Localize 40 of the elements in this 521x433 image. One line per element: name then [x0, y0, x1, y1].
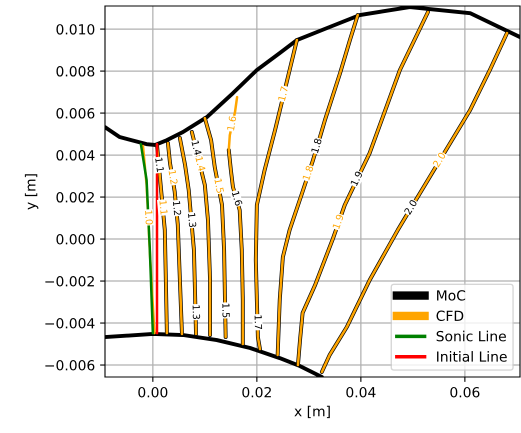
- legend-label: Sonic Line: [436, 330, 506, 342]
- annotation: 1.3: [188, 213, 196, 228]
- annotation: 1.1: [155, 158, 164, 172]
- annotation: 1.3: [192, 305, 200, 320]
- annotation: 1.8: [310, 138, 322, 154]
- annotation: 1.7: [278, 86, 288, 102]
- y-tick-label: 0.000: [56, 234, 94, 245]
- y-tick-label: 0.002: [56, 192, 94, 203]
- y-tick-label: −0.004: [45, 318, 94, 329]
- x-tick-label: 0.04: [346, 386, 376, 398]
- x-tick-label: 0.06: [450, 386, 480, 398]
- annotation: 2.0: [404, 199, 418, 216]
- annotation: 1.2: [172, 201, 182, 216]
- x-tick-label: 0.00: [138, 386, 168, 398]
- annotation: 1.4: [195, 156, 206, 172]
- y-tick-label: 0.008: [56, 66, 94, 77]
- x-tick-label: 0.02: [242, 386, 271, 398]
- y-tick-label: −0.006: [45, 360, 94, 371]
- x-axis-title: x [m]: [294, 406, 330, 418]
- annotation: 1.0: [145, 210, 154, 225]
- annotation: 1.9: [332, 214, 344, 230]
- legend-label: CFD: [436, 310, 464, 322]
- annotation: 1.2: [168, 170, 178, 184]
- y-tick-label: 0.004: [56, 150, 94, 161]
- y-tick-label: −0.002: [45, 276, 94, 287]
- annotation: 1.5: [214, 178, 224, 194]
- annotation: 1.4: [192, 140, 202, 156]
- annotation: 1.7: [254, 315, 262, 330]
- y-tick-label: 0.006: [56, 108, 94, 119]
- annotation: 1.6: [226, 116, 236, 131]
- annotation: 2.0: [432, 152, 446, 168]
- annotation: 1.1: [159, 200, 168, 215]
- annotation: 1.6: [232, 190, 243, 206]
- annotation: 1.8: [302, 165, 314, 181]
- annotation: 1.5: [222, 304, 230, 318]
- legend-label: Initial Line: [437, 351, 507, 362]
- y-axis-title: y [m]: [24, 174, 38, 210]
- annotation: 1.9: [350, 170, 363, 186]
- y-tick-label: 0.010: [56, 24, 94, 35]
- legend-label: MoC: [437, 290, 466, 301]
